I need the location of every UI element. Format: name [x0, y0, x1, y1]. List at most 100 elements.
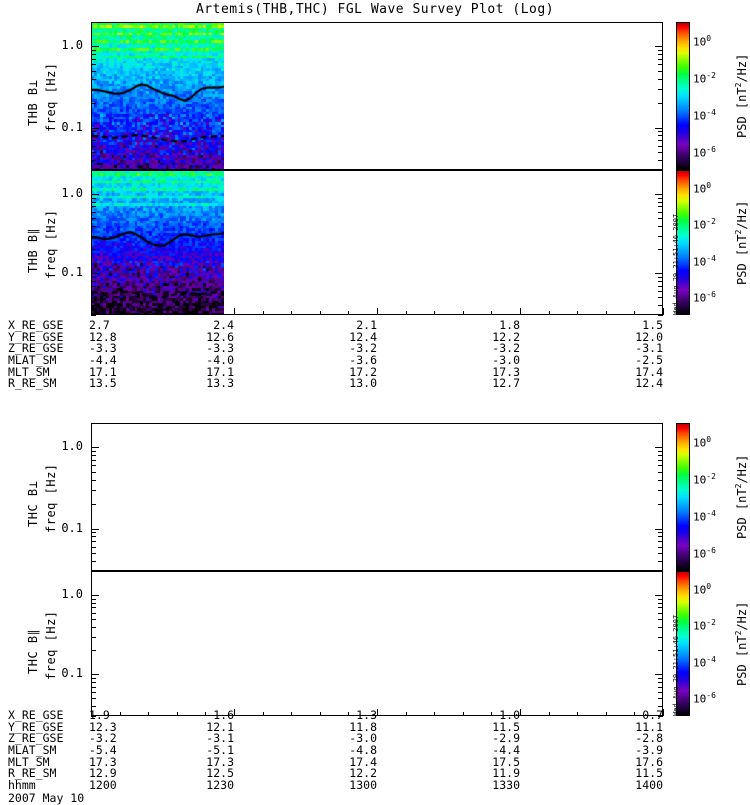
xtick-mark-minor	[348, 712, 350, 716]
metadata-value: 2.4	[213, 318, 234, 332]
metadata-value: 1.6	[213, 708, 234, 722]
metadata-row: X_RE_GSE 1.9 1.6 1.3 1.0 0.7	[0, 708, 750, 722]
ytick-mark	[658, 281, 663, 283]
metadata-label-hhmm: hhmm	[8, 778, 36, 793]
ytick-mark	[91, 159, 96, 161]
ytick-mark	[91, 145, 96, 147]
metadata-row: R_RE_SM 13.5 13.3 13.0 12.7 12.4	[0, 378, 750, 390]
colorbar-tick-label-thb-bperp-0: 100	[693, 33, 712, 49]
metadata-value: -3.0	[492, 353, 520, 368]
ytick-mark	[658, 598, 663, 600]
metadata-value: 17.6	[635, 754, 663, 769]
xtick-mark	[234, 308, 235, 315]
ytick-mark	[91, 674, 99, 676]
ytick-mark	[91, 528, 99, 530]
ytick-mark	[658, 70, 663, 72]
metadata-value: 1230	[206, 778, 234, 793]
ytick-mark	[91, 541, 96, 543]
metadata-value: 17.5	[492, 754, 520, 769]
xtick-mark-minor	[548, 311, 550, 315]
ytick-mark	[91, 58, 96, 60]
ytick-mark	[91, 140, 96, 142]
panel-axis-label-thb-bpar: THB B∥	[26, 227, 40, 273]
colorbar-thb-bperp	[676, 22, 690, 170]
xtick-mark-minor	[119, 311, 121, 315]
metadata-value: -3.9	[635, 743, 663, 758]
ytick-mark	[658, 140, 663, 142]
ytick-mark	[91, 650, 96, 652]
metadata-value: 1.8	[499, 318, 520, 332]
colorbar-tick-label-thb-bpar-0: 100	[693, 181, 712, 196]
metadata-value: 12.4	[635, 376, 663, 391]
ytick-mark	[658, 706, 663, 708]
ytick-mark	[658, 716, 663, 717]
colorbar-tick-label-thc-bpar-1: 10-2	[693, 618, 716, 634]
ytick-mark	[655, 447, 663, 449]
ytick-mark	[91, 315, 96, 316]
xtick-mark-minor	[462, 311, 464, 315]
colorbar-tick-label-thb-bpar-3: 10-6	[693, 289, 716, 305]
ytick-mark	[658, 465, 663, 467]
ytick-mark	[658, 423, 663, 424]
xtick-mark	[234, 709, 235, 716]
metadata-value: -2.5	[635, 353, 663, 368]
ytick-mark	[655, 46, 663, 48]
metadata-value: 11.9	[492, 766, 520, 781]
ytick-mark	[658, 159, 663, 161]
ytick-mark	[91, 291, 96, 293]
ytick-mark	[91, 471, 96, 473]
ytick-mark	[91, 607, 96, 609]
ytick-mark	[658, 135, 663, 137]
colorbar-title-thc-bperp: PSD [nT2/Hz]	[734, 454, 749, 539]
metadata-block-top: X_RE_GSE 2.7 2.4 2.1 1.8 1.5 Y_RE_GSE 12.8 12.6 1…	[0, 318, 750, 390]
ytick-mark	[91, 50, 96, 52]
ytick-mark	[658, 211, 663, 213]
xtick-mark	[377, 308, 378, 315]
ytick-mark	[91, 273, 99, 275]
ytick-mark	[658, 206, 663, 208]
ytick-label-thc-bperp-1: 0.1	[61, 520, 83, 535]
ytick-mark	[658, 602, 663, 604]
xtick-mark-minor	[119, 712, 121, 716]
ytick-mark	[658, 88, 663, 90]
spectrogram-thb-bpar	[92, 171, 224, 314]
ytick-mark	[91, 135, 96, 137]
ytick-mark	[658, 682, 663, 684]
spectrogram-thb-bperp	[92, 23, 224, 169]
ytick-mark	[91, 249, 96, 251]
metadata-row: hhmm 1200 1230 1300 1330 1400	[0, 778, 750, 793]
colorbar-thc-bpar	[676, 571, 690, 716]
ytick-mark	[91, 193, 99, 195]
metadata-value: 11.1	[635, 719, 663, 734]
ytick-mark	[658, 197, 663, 199]
xtick-mark-minor	[634, 712, 636, 716]
xtick-mark-minor	[491, 712, 493, 716]
ytick-mark	[91, 682, 96, 684]
date-label: 2007 May 10	[8, 790, 85, 805]
metadata-label-y_re_gse: Y_RE_GSE	[8, 719, 64, 734]
ytick-mark	[658, 217, 663, 219]
ytick-mark	[91, 698, 96, 700]
freq-axis-label-thc-bperp: freq [Hz]	[44, 463, 58, 533]
panel-thc-bpar	[91, 571, 663, 716]
metadata-value: -2.9	[492, 731, 520, 746]
metadata-row: Y_RE_GSE 12.8 12.6 12.4 12.2 12.0	[0, 331, 750, 344]
ytick-mark	[658, 471, 663, 473]
xtick-mark-minor	[291, 712, 293, 716]
ytick-mark	[91, 560, 96, 562]
ytick-mark	[91, 151, 96, 153]
metadata-value: 1200	[89, 778, 117, 793]
metadata-value: -3.2	[89, 731, 117, 746]
ytick-mark	[91, 201, 96, 203]
xtick-mark-minor	[605, 712, 607, 716]
metadata-row: MLAT_SM -5.4 -5.1 -4.8 -4.4 -3.9	[0, 743, 750, 758]
ytick-mark	[658, 291, 663, 293]
xtick-mark-minor	[319, 311, 321, 315]
ytick-mark	[658, 618, 663, 620]
metadata-label-z_re_gse: Z_RE_GSE	[8, 341, 64, 356]
ytick-mark	[658, 249, 663, 251]
metadata-value: -3.0	[349, 731, 377, 746]
ytick-mark	[655, 594, 663, 596]
colorbar-tick-label-thb-bpar-2: 10-4	[693, 253, 716, 269]
render-timestamp-1: Wed Aug 29 21:51:46 2007	[672, 614, 680, 716]
